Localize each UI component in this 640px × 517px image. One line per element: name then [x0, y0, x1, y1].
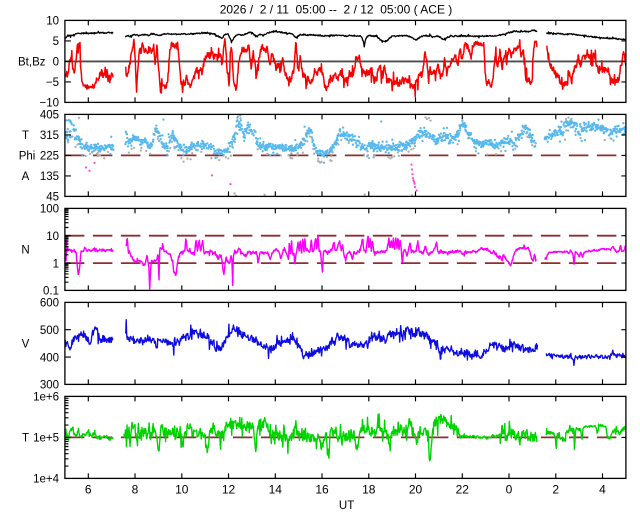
svg-text:225: 225: [40, 151, 59, 163]
svg-text:1e+6: 1e+6: [33, 392, 59, 404]
svg-text:5: 5: [53, 36, 59, 48]
svg-text:10: 10: [46, 16, 59, 28]
svg-text:2026 / 2 / 11 05:00 -- 2 /: 2026 / 2 / 11 05:00 -- 2 / 12 05:00 ( AC…: [220, 3, 453, 17]
svg-text:V: V: [22, 339, 30, 351]
svg-text:6: 6: [85, 482, 92, 496]
svg-text:100: 100: [40, 204, 59, 216]
svg-text:2: 2: [552, 482, 559, 496]
svg-text:10: 10: [46, 231, 59, 243]
svg-text:500: 500: [40, 325, 59, 337]
svg-text:8: 8: [132, 482, 139, 496]
svg-text:1e+5: 1e+5: [33, 433, 59, 445]
svg-text:45: 45: [46, 192, 59, 204]
svg-text:135: 135: [40, 171, 59, 183]
svg-text:1: 1: [53, 258, 59, 270]
svg-text:Phi: Phi: [19, 151, 36, 163]
svg-text:−5: −5: [46, 77, 59, 89]
svg-text:600: 600: [40, 298, 59, 310]
svg-text:−10: −10: [39, 98, 59, 110]
svg-text:300: 300: [40, 380, 59, 392]
svg-text:Bt,Bz: Bt,Bz: [18, 57, 46, 69]
svg-text:14: 14: [269, 482, 283, 496]
svg-text:400: 400: [40, 352, 59, 364]
svg-text:20: 20: [409, 482, 423, 496]
svg-text:315: 315: [40, 130, 59, 142]
svg-text:0.1: 0.1: [43, 286, 59, 298]
svg-text:N: N: [21, 245, 29, 257]
svg-text:A: A: [22, 171, 30, 183]
svg-text:0: 0: [53, 57, 59, 69]
svg-text:1e+4: 1e+4: [33, 474, 60, 486]
svg-text:22: 22: [456, 482, 470, 496]
svg-text:T: T: [22, 433, 29, 445]
svg-text:16: 16: [315, 482, 329, 496]
svg-text:0: 0: [506, 482, 513, 496]
svg-text:T: T: [22, 130, 29, 142]
svg-text:405: 405: [40, 110, 59, 122]
svg-text:18: 18: [362, 482, 376, 496]
svg-text:UT: UT: [339, 500, 354, 512]
svg-text:10: 10: [175, 482, 189, 496]
svg-text:12: 12: [222, 482, 236, 496]
svg-text:4: 4: [599, 482, 606, 496]
